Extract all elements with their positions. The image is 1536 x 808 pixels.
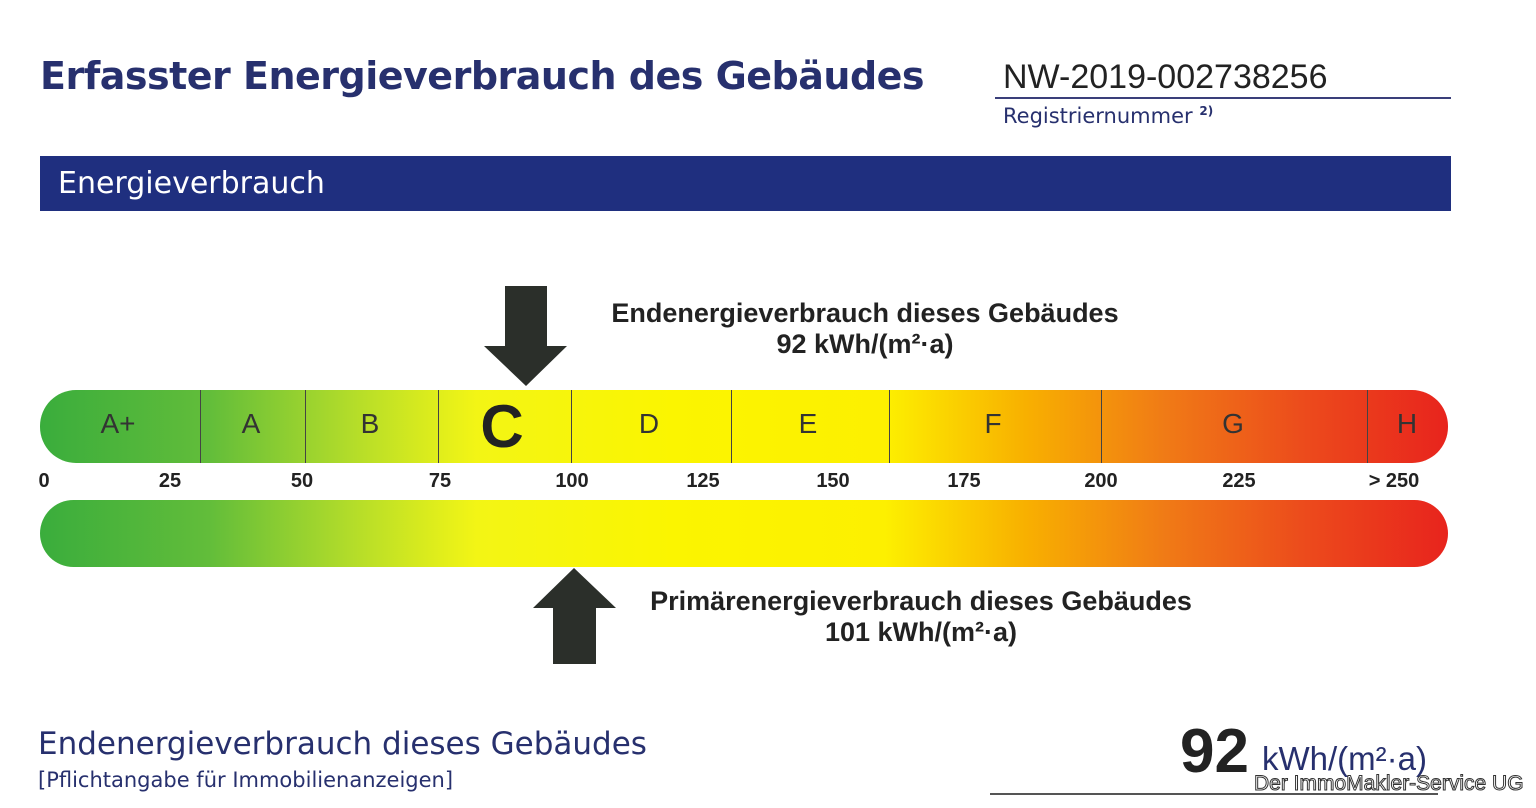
- footer-title: Endenergieverbrauch dieses Gebäudes: [38, 726, 647, 762]
- registration-label-text: Registriernummer: [1003, 104, 1193, 128]
- class-label: A+: [100, 408, 136, 439]
- scale-tick: 200: [1084, 470, 1118, 492]
- end-energy-title: Endenergieverbrauch dieses Gebäudes: [611, 298, 1119, 328]
- primary-energy-title: Primärenergieverbrauch dieses Gebäudes: [650, 586, 1192, 616]
- scale-tick: 100: [555, 470, 589, 492]
- class-divider: [889, 390, 890, 463]
- class-label: D: [638, 408, 660, 439]
- registration-underline: [995, 97, 1451, 99]
- class-divider: [571, 390, 572, 463]
- scale-tick: 75: [428, 470, 452, 492]
- footer-subtitle: [Pflichtangabe für Immobilienanzeigen]: [38, 768, 454, 792]
- class-divider: [200, 390, 201, 463]
- registration-label: Registriernummer 2): [1003, 104, 1213, 128]
- class-divider: [1367, 390, 1368, 463]
- section-band: Energieverbrauch: [40, 156, 1451, 211]
- class-label: B: [360, 408, 380, 439]
- footnote-marker: 2): [1199, 104, 1214, 118]
- class-divider: [305, 390, 306, 463]
- scale-tick: 125: [686, 470, 720, 492]
- primary-energy-arrow-icon: [533, 568, 616, 664]
- scale-tick: 25: [158, 470, 182, 492]
- page-title: Erfasster Energieverbrauch des Gebäudes: [40, 54, 925, 98]
- scale-tick: 50: [290, 470, 314, 492]
- primary-energy-value: 101 kWh/(m²·a): [824, 617, 1018, 647]
- class-label: H: [1396, 408, 1418, 439]
- footer-value: 92: [1180, 717, 1249, 786]
- class-label: G: [1222, 408, 1244, 439]
- class-label: E: [798, 408, 818, 439]
- efficiency-class-scale: A+ A B C D E F G H: [40, 390, 1448, 463]
- class-label: A: [241, 408, 261, 439]
- scale-tick: > 250: [1368, 470, 1420, 492]
- primary-energy-scale: [40, 500, 1448, 567]
- primary-energy-label: Primärenergieverbrauch dieses Gebäudes 1…: [626, 586, 1216, 648]
- scale-tick: 0: [38, 470, 50, 492]
- class-divider: [1101, 390, 1102, 463]
- footer-underline: [990, 793, 1438, 795]
- class-label: F: [984, 408, 1002, 439]
- class-divider: [731, 390, 732, 463]
- class-label-highlighted: C: [480, 393, 524, 460]
- watermark: Der ImmoMakler-Service UG: [1254, 772, 1525, 796]
- scale-tick: 150: [816, 470, 850, 492]
- end-energy-arrow-icon: [484, 286, 567, 386]
- scale-tick: 225: [1222, 470, 1256, 492]
- registration-number: NW-2019-002738256: [1003, 58, 1328, 96]
- end-energy-label: Endenergieverbrauch dieses Gebäudes 92 k…: [590, 298, 1140, 360]
- class-divider: [438, 390, 439, 463]
- scale-tick: 175: [947, 470, 981, 492]
- end-energy-value: 92 kWh/(m²·a): [776, 329, 954, 359]
- section-band-title: Energieverbrauch: [58, 166, 325, 201]
- footer-unit: kWh/(m²·a): [1262, 740, 1427, 777]
